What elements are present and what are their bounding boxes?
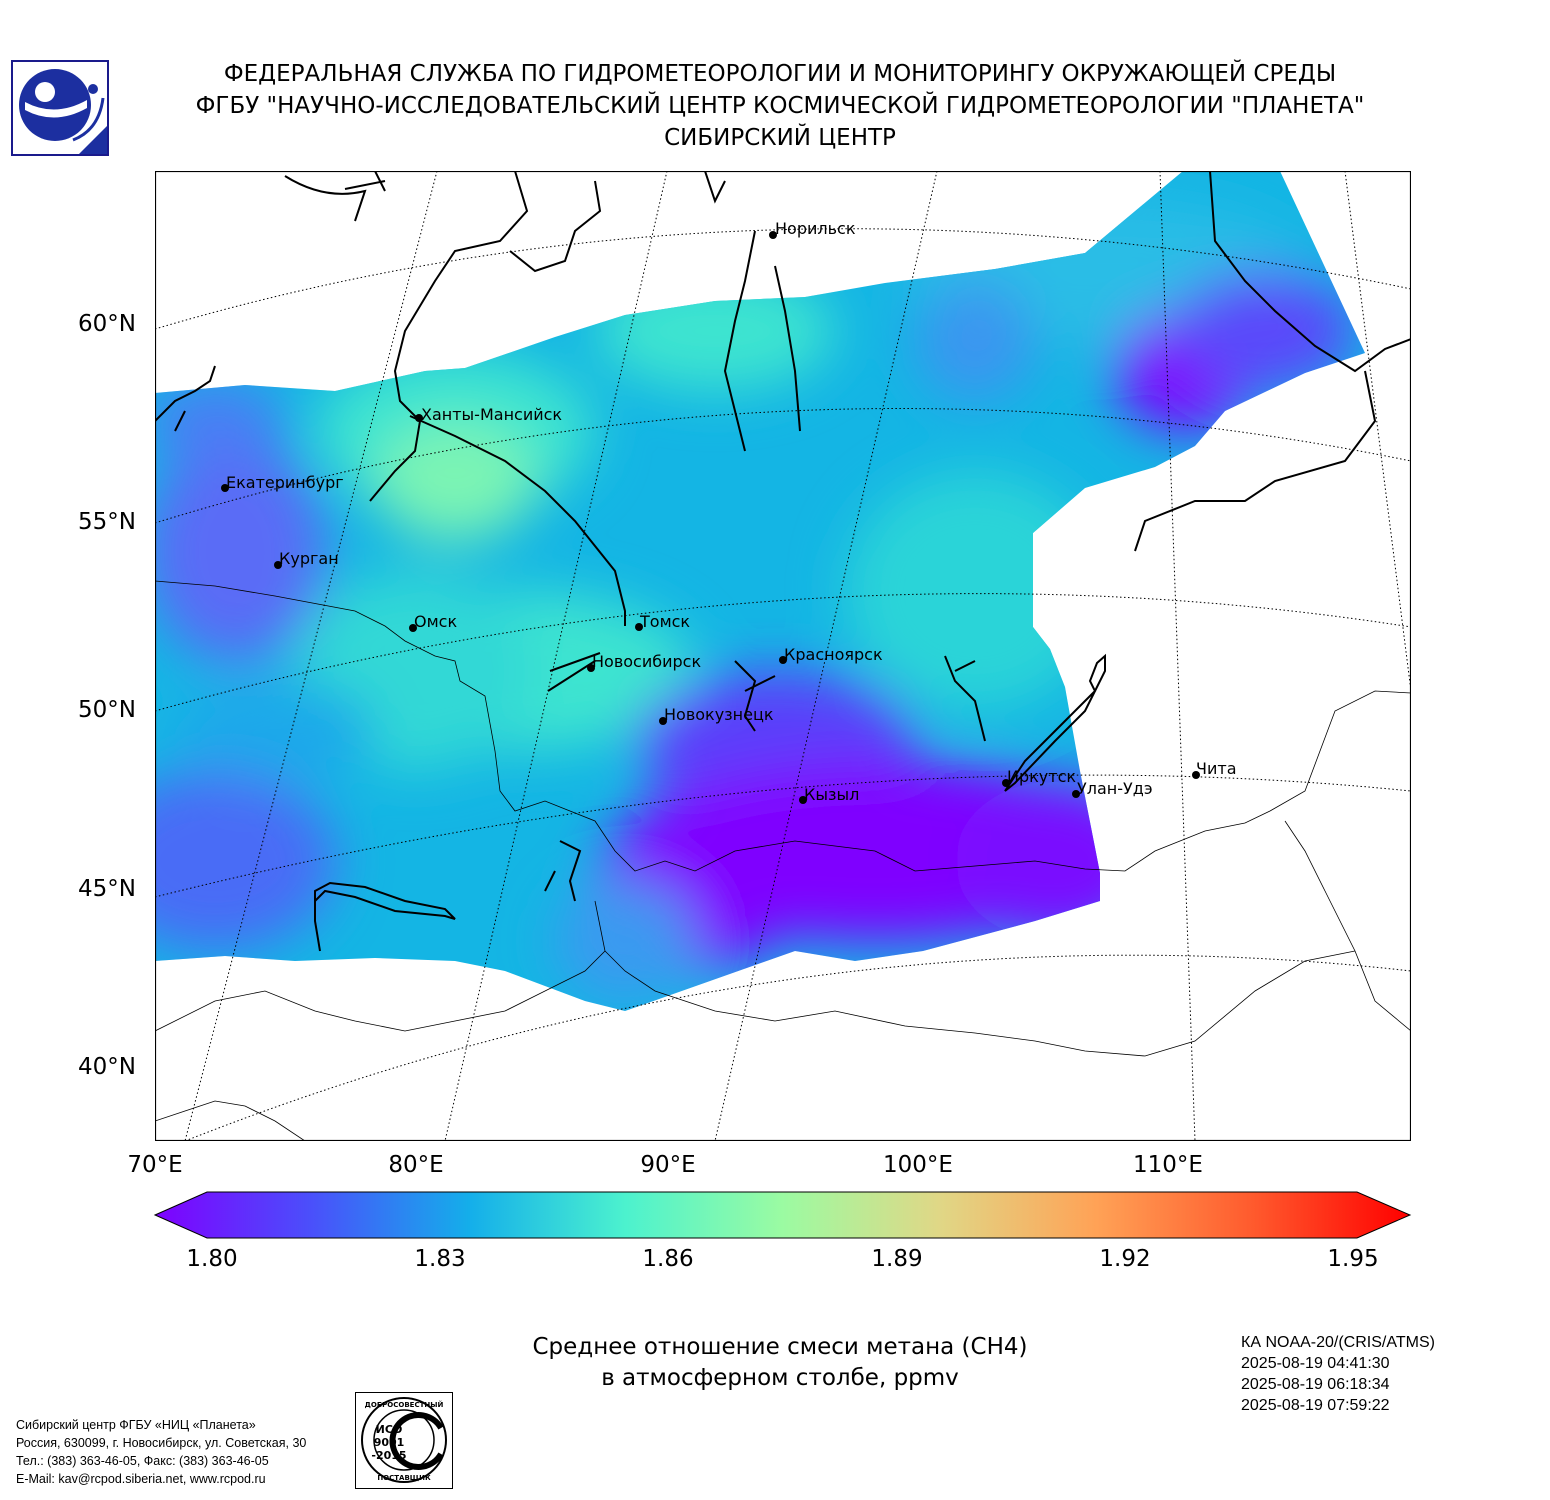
iso-top-text: ДОБРОСОВЕСТНЫЙ — [365, 1400, 444, 1409]
contact-line-3: Тел.: (383) 363-46-05, Факс: (383) 363-4… — [16, 1454, 269, 1468]
city-chita[interactable]: Чита — [1192, 759, 1237, 779]
city-label-omsk: Омск — [414, 612, 457, 631]
city-khanty-mansiysk[interactable]: Ханты-Мансийск — [415, 405, 562, 424]
header-line-2: ФГБУ "НАУЧНО-ИССЛЕДОВАТЕЛЬСКИЙ ЦЕНТР КОС… — [195, 93, 1365, 119]
iso-bottom-text: ПОСТАВЩИК — [377, 1474, 431, 1482]
contact-line-4: E-Mail: kav@rcpod.siberia.net, www.rcpod… — [16, 1472, 266, 1486]
satellite-time-3: 2025-08-19 07:59:22 — [1241, 1397, 1390, 1414]
cities: Норильск Ханты-Мансийск Екатеринбург Кур… — [221, 219, 1237, 804]
caption-line-1: Среднее отношение смеси метана (CH4) — [532, 1334, 1028, 1360]
city-tomsk[interactable]: Томск — [635, 612, 690, 631]
lon-label-80: 80°E — [388, 1152, 444, 1178]
iso-mid-3: -2015 — [371, 1449, 406, 1462]
satellite-name: КА NOAA-20/(CRIS/ATMS) — [1241, 1334, 1435, 1351]
city-norilsk[interactable]: Норильск — [769, 219, 856, 239]
city-label-novosibirsk: Новосибирск — [592, 652, 701, 671]
city-krasnoyarsk[interactable]: Красноярск — [779, 645, 883, 664]
city-label-ulan-ude: Улан-Удэ — [1077, 779, 1153, 798]
city-label-irkutsk: Иркутск — [1007, 767, 1076, 786]
city-label-kurgan: Курган — [279, 549, 339, 568]
city-ulan-ude[interactable]: Улан-Удэ — [1072, 779, 1153, 798]
colorbar-tick-1-95: 1.95 — [1327, 1246, 1379, 1272]
coastlines — [155, 171, 1411, 952]
city-label-tomsk: Томск — [639, 612, 690, 631]
city-omsk[interactable]: Омск — [409, 612, 457, 632]
contact-line-2: Россия, 630099, г. Новосибирск, ул. Сове… — [16, 1436, 307, 1450]
city-novokuznetsk[interactable]: Новокузнецк — [659, 705, 774, 725]
colorbar-tick-1-89: 1.89 — [871, 1246, 923, 1272]
colorbar — [153, 1191, 1412, 1239]
graticule — [155, 171, 1411, 1141]
lat-label-45: 45°N — [78, 876, 136, 902]
lat-label-50: 50°N — [78, 697, 136, 723]
colorbar-tick-1-86: 1.86 — [642, 1246, 694, 1272]
iso-certificate-badge-icon: ДОБРОСОВЕСТНЫЙ ИСО 9001 -2015 ПОСТАВЩИК — [355, 1392, 453, 1489]
city-label-chita: Чита — [1196, 759, 1237, 778]
city-ekaterinburg[interactable]: Екатеринбург — [221, 473, 344, 492]
header: ФЕДЕРАЛЬНАЯ СЛУЖБА ПО ГИДРОМЕТЕОРОЛОГИИ … — [130, 58, 1430, 154]
lon-label-110: 110°E — [1133, 1152, 1203, 1178]
caption: Среднее отношение смеси метана (CH4) в а… — [420, 1332, 1140, 1394]
city-novosibirsk[interactable]: Новосибирск — [587, 652, 701, 672]
caption-line-2: в атмосферном столбе, ppmv — [601, 1365, 959, 1391]
lon-label-70: 70°E — [127, 1152, 183, 1178]
city-irkutsk[interactable]: Иркутск — [1002, 767, 1076, 787]
satellite-time-2: 2025-08-19 06:18:34 — [1241, 1376, 1390, 1393]
colorbar-tick-1-83: 1.83 — [414, 1246, 466, 1272]
city-label-khanty-mansiysk: Ханты-Мансийск — [421, 405, 562, 424]
lat-label-55: 55°N — [78, 509, 136, 535]
contact-line-1: Сибирский центр ФГБУ «НИЦ «Планета» — [16, 1418, 256, 1432]
methane-map: Норильск Ханты-Мансийск Екатеринбург Кур… — [155, 171, 1411, 1141]
borders — [155, 580, 1411, 1141]
satellite-time-1: 2025-08-19 04:41:30 — [1241, 1355, 1390, 1372]
city-kurgan[interactable]: Курган — [274, 549, 339, 569]
city-label-norilsk: Норильск — [775, 219, 856, 238]
city-kyzyl[interactable]: Кызыл — [799, 785, 859, 804]
iso-mid-1: ИСО — [376, 1423, 403, 1436]
lat-label-40: 40°N — [78, 1054, 136, 1080]
header-line-3: СИБИРСКИЙ ЦЕНТР — [664, 125, 896, 151]
city-label-ekaterinburg: Екатеринбург — [226, 473, 344, 492]
city-label-novokuznetsk: Новокузнецк — [664, 705, 774, 724]
header-line-1: ФЕДЕРАЛЬНАЯ СЛУЖБА ПО ГИДРОМЕТЕОРОЛОГИИ … — [223, 61, 1337, 87]
lon-label-90: 90°E — [640, 1152, 696, 1178]
city-label-krasnoyarsk: Красноярск — [784, 645, 883, 664]
colorbar-tick-1-80: 1.80 — [186, 1246, 238, 1272]
lon-label-100: 100°E — [883, 1152, 953, 1178]
map-frame — [155, 171, 1411, 1141]
colorbar-tick-1-92: 1.92 — [1099, 1246, 1151, 1272]
satellite-info: КА NOAA-20/(CRIS/ATMS) 2025-08-19 04:41:… — [1241, 1332, 1435, 1416]
contact-info: Сибирский центр ФГБУ «НИЦ «Планета» Росс… — [16, 1416, 306, 1488]
roshydromet-logo-icon — [11, 60, 109, 156]
lat-label-60: 60°N — [78, 311, 136, 337]
city-label-kyzyl: Кызыл — [804, 785, 859, 804]
iso-mid-2: 9001 — [374, 1436, 405, 1449]
